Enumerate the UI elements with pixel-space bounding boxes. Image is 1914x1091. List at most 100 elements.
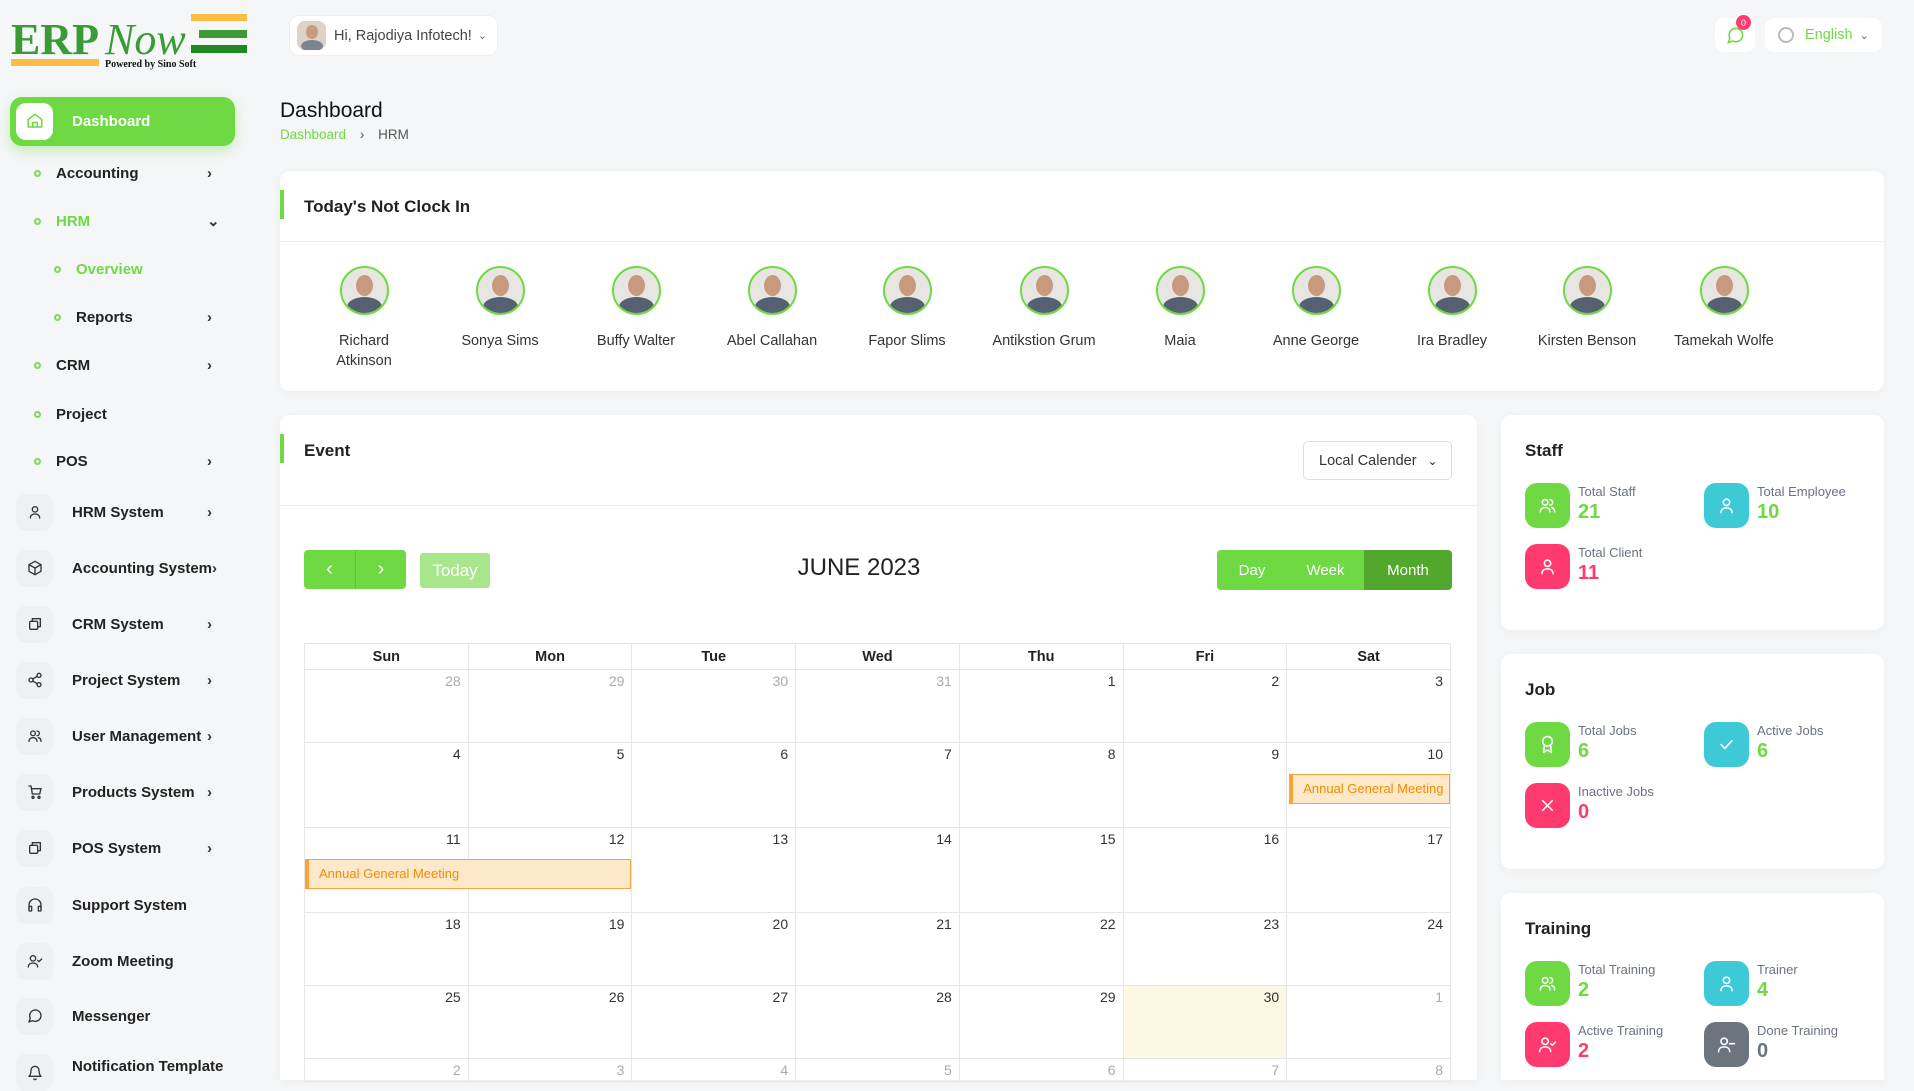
employee-card[interactable]: Antikstion Grum (976, 266, 1112, 351)
calendar-day[interactable]: 26 (467, 985, 633, 1059)
calendar-day[interactable]: 30 (1122, 985, 1288, 1059)
calendar-day[interactable]: 7 (1122, 1058, 1288, 1082)
calendar-day[interactable]: 2 (304, 1058, 469, 1082)
sidebar-item-label: CRM (56, 356, 91, 374)
calendar-day[interactable]: 6 (631, 742, 797, 828)
view-month-button[interactable]: Month (1364, 550, 1452, 590)
messages-button[interactable]: 0 (1715, 15, 1755, 52)
calendar-day[interactable]: 3 (1286, 669, 1451, 743)
sidebar-item-support-system[interactable]: Support System (10, 882, 235, 928)
sidebar-item-dashboard[interactable]: Dashboard (10, 96, 235, 146)
stat-total-employee: Total Employee 10 (1704, 483, 1846, 528)
sidebar-item-label: Accounting System (72, 559, 213, 577)
employee-card[interactable]: Buffy Walter (568, 266, 704, 351)
sidebar-item-notification-template[interactable]: Notification Template (10, 1054, 235, 1091)
day-number: 2 (1271, 673, 1280, 689)
employee-card[interactable]: Fapor Slims (839, 266, 975, 351)
calendar-day[interactable]: 16 (1122, 827, 1288, 913)
calendar-day[interactable]: 8 (958, 742, 1124, 828)
calendar-day[interactable]: 11 Annual General Meeting (304, 827, 632, 913)
calendar-day[interactable]: 25 (304, 985, 469, 1059)
employee-card[interactable]: Tamekah Wolfe (1656, 266, 1792, 351)
employee-name: Abel Callahan (726, 333, 818, 349)
user-avatar (297, 21, 326, 50)
calendar-day[interactable]: 9 (1122, 742, 1288, 828)
next-button[interactable]: › (355, 550, 406, 589)
calendar-day[interactable]: 10 Annual General Meeting (1286, 742, 1451, 828)
calendar-day[interactable]: 1 (958, 669, 1124, 743)
view-day-button[interactable]: Day (1217, 550, 1287, 590)
calendar-day[interactable]: 28 (304, 669, 469, 743)
sidebar-item-user-management[interactable]: User Management › (10, 713, 235, 759)
sidebar-item-accounting-system[interactable]: Accounting System › (10, 545, 235, 591)
sidebar-item-hrm-system[interactable]: HRM System › (10, 489, 235, 535)
calendar-day[interactable]: 17 (1286, 827, 1451, 913)
calendar-event[interactable]: Annual General Meeting (1289, 774, 1450, 804)
calendar-day[interactable]: 1 (1286, 985, 1451, 1059)
calendar-day[interactable]: 3 (467, 1058, 633, 1082)
user-menu[interactable]: Hi, Rajodiya Infotech! ⌄ (289, 15, 498, 56)
calendar-day[interactable]: 29 (467, 669, 633, 743)
calendar-day[interactable]: 6 (958, 1058, 1124, 1082)
stat-label: Total Staff (1578, 484, 1636, 499)
calendar-day[interactable]: 19 (467, 912, 633, 986)
language-select[interactable]: English ⌄ (1765, 18, 1882, 52)
calendar-day[interactable]: 20 (631, 912, 797, 986)
calendar-day[interactable]: 23 (1122, 912, 1288, 986)
day-number: 26 (608, 989, 625, 1005)
sidebar-item-pos[interactable]: POS › (10, 438, 235, 484)
sidebar-item-pos-system[interactable]: POS System › (10, 825, 235, 871)
sidebar-item-label: HRM System (72, 503, 164, 521)
calendar-day[interactable]: 15 (958, 827, 1124, 913)
weekday-header: Fri (1122, 643, 1288, 670)
sidebar-item-project[interactable]: Project (10, 391, 235, 437)
calendar-day[interactable]: 18 (304, 912, 469, 986)
calendar-day[interactable]: 5 (467, 742, 633, 828)
calendar-source-select[interactable]: Local Calender ⌄ (1303, 441, 1452, 480)
prev-button[interactable]: ‹ (304, 550, 355, 589)
employee-name: Tamekah Wolfe (1674, 333, 1774, 349)
sidebar-item-products-system[interactable]: Products System › (10, 769, 235, 815)
user-check-icon (27, 955, 42, 968)
sidebar-item-crm[interactable]: CRM › (10, 342, 235, 388)
erpnow-logo[interactable]: ERP Now Powered by Sino Soft (11, 10, 251, 71)
sidebar-item-zoom-meeting[interactable]: Zoom Meeting (10, 938, 235, 984)
sidebar-item-overview[interactable]: Overview (10, 246, 235, 292)
calendar-day[interactable]: 31 (795, 669, 960, 743)
calendar-day[interactable]: 28 (795, 985, 960, 1059)
employee-card[interactable]: Anne George (1248, 266, 1384, 351)
today-button[interactable]: Today (420, 553, 490, 588)
calendar-day[interactable]: 2 (1122, 669, 1288, 743)
calendar-day[interactable]: 5 (795, 1058, 960, 1082)
calendar-event[interactable]: Annual General Meeting (305, 859, 632, 889)
breadcrumb-dashboard[interactable]: Dashboard (280, 127, 347, 142)
sidebar-item-crm-system[interactable]: CRM System › (10, 601, 235, 647)
day-number: 16 (1263, 831, 1280, 847)
calendar-day[interactable]: 4 (631, 1058, 797, 1082)
calendar-day[interactable]: 30 (631, 669, 797, 743)
calendar-day[interactable]: 27 (631, 985, 797, 1059)
sidebar-item-messenger[interactable]: Messenger (10, 993, 235, 1039)
employee-card[interactable]: Abel Callahan (704, 266, 840, 351)
calendar-day[interactable]: 24 (1286, 912, 1451, 986)
calendar-day[interactable]: 14 (795, 827, 960, 913)
calendar-day[interactable]: 8 (1286, 1058, 1451, 1082)
employee-card[interactable]: Kirsten Benson (1519, 266, 1655, 351)
calendar-day[interactable]: 22 (958, 912, 1124, 986)
sidebar-item-hrm[interactable]: HRM ⌄ (10, 198, 235, 244)
day-number: 8 (1107, 746, 1116, 762)
employee-card[interactable]: Richard Atkinson (296, 266, 432, 371)
employee-card[interactable]: Ira Bradley (1384, 266, 1520, 351)
calendar-day[interactable]: 21 (795, 912, 960, 986)
day-number: 28 (936, 989, 952, 1005)
employee-card[interactable]: Sonya Sims (432, 266, 568, 351)
employee-card[interactable]: Maia (1112, 266, 1248, 351)
calendar-day[interactable]: 7 (795, 742, 960, 828)
calendar-day[interactable]: 4 (304, 742, 469, 828)
calendar-day[interactable]: 29 (958, 985, 1124, 1059)
calendar-day[interactable]: 13 (631, 827, 797, 913)
sidebar-item-accounting[interactable]: Accounting › (10, 150, 235, 196)
view-week-button[interactable]: Week (1287, 550, 1364, 590)
sidebar-item-reports[interactable]: Reports › (10, 294, 235, 340)
sidebar-item-project-system[interactable]: Project System › (10, 657, 235, 703)
